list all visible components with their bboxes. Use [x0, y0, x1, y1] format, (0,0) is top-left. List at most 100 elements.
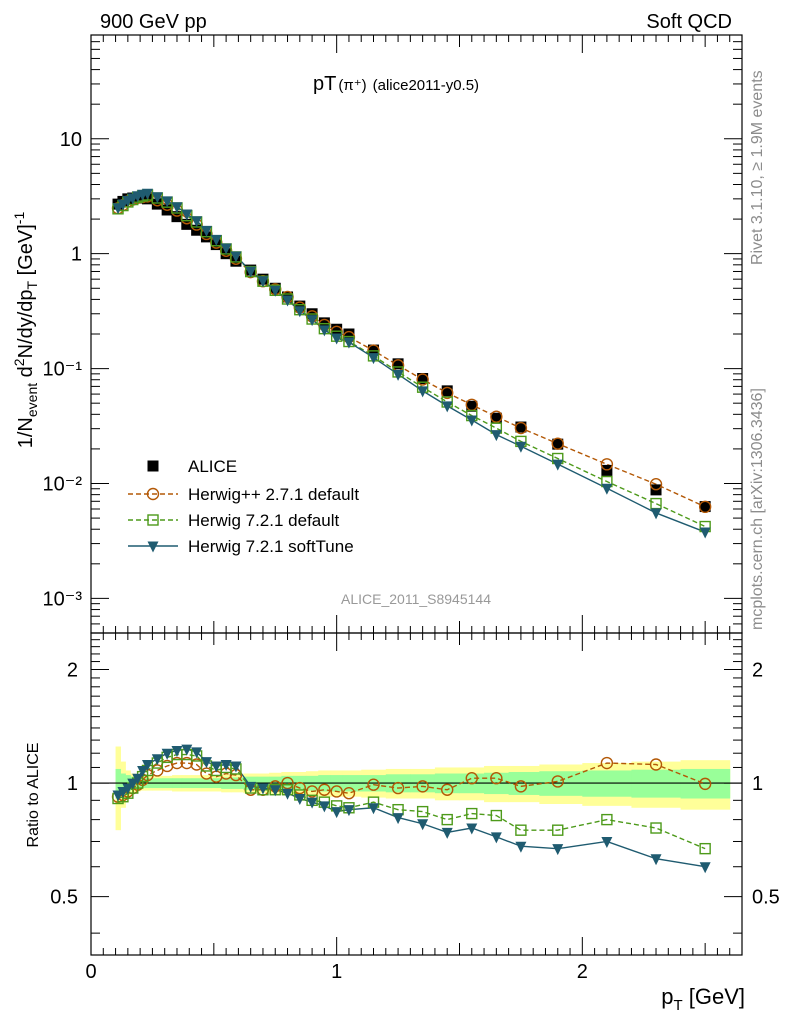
- herwig-721-softtune-point: [650, 508, 662, 520]
- herwig-721-softtune-point: [181, 209, 193, 221]
- ratio-plot-frame: [90, 632, 743, 956]
- herwigpp-271-default-ratio-point: [649, 758, 663, 771]
- alice-data-point: [552, 438, 564, 450]
- herwigpp-271-default-ratio-point: [305, 785, 319, 798]
- herwig-721-softtune-ratio-point: [318, 801, 330, 813]
- herwigpp-271-default-ratio-point: [490, 772, 503, 785]
- herwig-721-softtune-point: [210, 234, 222, 246]
- herwig-721-softtune-point: [142, 188, 154, 200]
- herwigpp-271-default-ratio-point: [551, 775, 564, 788]
- y-tick-label: 10⁻³: [43, 588, 83, 610]
- herwigpp-271-default-point: [441, 386, 454, 400]
- herwigpp-271-default-ratio-point: [367, 778, 380, 791]
- ratio-axis-label: Ratio to ALICE: [25, 743, 42, 848]
- herwigpp-271-default-ratio-point: [391, 781, 405, 795]
- analysis-label: ALICE_2011_S8945144: [341, 591, 491, 607]
- herwig-721-softtune-ratio-point: [368, 803, 380, 815]
- herwig-721-softtune-ratio-point: [151, 754, 163, 766]
- alice-data-point: [318, 317, 330, 329]
- herwig-721-softtune-ratio-point: [466, 823, 478, 835]
- alice-data-point: [151, 198, 163, 210]
- legend-marker: [147, 514, 159, 526]
- alice-data-point: [699, 501, 711, 513]
- herwig-721-softtune-ratio-point: [515, 841, 527, 853]
- herwig-721-softtune-ratio-point: [142, 760, 154, 772]
- alice-data-point: [331, 323, 343, 335]
- x-tick-label: 1: [331, 961, 342, 983]
- herwig-721-softtune-point: [269, 285, 281, 297]
- series-markers: [111, 188, 712, 874]
- herwig-721-softtune-point: [368, 353, 380, 365]
- ratio-tick-label-left: 1: [67, 773, 78, 795]
- herwig-721-softtune-point: [331, 333, 343, 345]
- herwigpp-271-default-ratio-point: [293, 781, 307, 795]
- x-axis-label: pT [GeV]: [661, 984, 745, 1014]
- herwig-721-default-ratio-point: [490, 809, 503, 822]
- alice-data-point: [441, 385, 453, 397]
- herwigpp-271-default-ratio-point: [441, 783, 454, 796]
- ratio-band-inner: [680, 768, 731, 799]
- herwig-721-softtune-ratio-point: [132, 773, 144, 785]
- herwig-721-softtune-ratio-point: [269, 785, 281, 797]
- ratio-tick-label-left: 0.5: [50, 887, 78, 909]
- legend-label: Herwig 7.2.1 default: [188, 511, 339, 530]
- herwig-721-default-ratio-point: [552, 824, 564, 836]
- herwig-721-softtune-ratio-point: [230, 761, 242, 773]
- herwig-721-softtune-ratio-point: [191, 747, 203, 759]
- plot-title-particle: (π⁺): [338, 77, 366, 94]
- herwigpp-271-default-point: [698, 500, 712, 514]
- herwig-721-default-line: [117, 194, 706, 528]
- herwig-721-softtune-point: [171, 202, 183, 214]
- y-tick-label: 10⁻²: [43, 474, 83, 496]
- legend-label: Herwig 7.2.1 softTune: [188, 537, 354, 556]
- x-tick-label: 0: [85, 961, 96, 983]
- herwig-721-softtune-ratio-point: [127, 778, 139, 790]
- legend-marker: [147, 460, 159, 472]
- alice-data-point: [466, 400, 478, 412]
- herwigpp-271-default-point: [649, 478, 663, 491]
- herwig-721-softtune-ratio-point: [490, 832, 502, 844]
- herwig-721-softtune-ratio-point: [417, 819, 429, 831]
- herwig-721-softtune-ratio-point: [392, 813, 404, 825]
- herwig-721-softtune-point: [245, 266, 257, 278]
- herwig-721-default-ratio-point: [466, 807, 478, 820]
- y-axis-label: 1/Nevent d2N/dy/dpT [GeV]-1: [11, 212, 40, 449]
- herwig-721-softtune-point: [699, 527, 711, 539]
- ratio-tick-label-right: 1: [752, 773, 763, 795]
- herwig-721-default-ratio-point: [601, 813, 613, 826]
- herwig-721-softtune-point: [220, 243, 232, 255]
- ratio-band-inner: [115, 768, 121, 799]
- herwig-721-softtune-line: [117, 192, 706, 533]
- herwig-721-softtune-point: [318, 325, 330, 337]
- herwig-721-softtune-ratio-point: [161, 748, 173, 760]
- herwig-721-softtune-point: [191, 216, 203, 228]
- y-tick-label: 10: [60, 129, 82, 151]
- plot-title-tag: (alice2011-y0.5): [373, 77, 479, 94]
- y-tick-label: 1: [71, 244, 82, 266]
- alice-data-point: [294, 300, 306, 312]
- herwig-721-softtune-point: [230, 251, 242, 263]
- herwig-721-softtune-ratio-point: [200, 757, 212, 769]
- alice-data-point: [392, 358, 404, 370]
- herwigpp-271-default-ratio-point: [281, 776, 294, 790]
- herwig-721-softtune-point: [151, 192, 163, 204]
- herwig-721-default-point: [650, 497, 662, 510]
- herwig-721-softtune-ratio-point: [245, 781, 257, 793]
- herwig-721-softtune-point: [441, 401, 453, 413]
- herwig-721-softtune-ratio-point: [122, 783, 134, 795]
- ratio-tick-label-right: 0.5: [752, 887, 780, 909]
- ratio-tick-label-right: 2: [752, 660, 763, 682]
- herwig-721-softtune-ratio-point: [699, 862, 711, 874]
- herwig-721-default-ratio-point: [515, 824, 527, 836]
- herwig-721-softtune-point: [282, 295, 294, 307]
- ratio-tick-label-left: 2: [67, 660, 78, 682]
- herwig-721-softtune-point: [466, 415, 478, 427]
- herwig-721-default-ratio-point: [441, 813, 453, 826]
- herwig-721-softtune-point: [257, 276, 269, 288]
- herwig-721-softtune-ratio-point: [220, 760, 232, 772]
- legend-label: Herwig++ 2.7.1 default: [188, 485, 359, 504]
- herwigpp-271-default-ratio-point: [330, 785, 343, 798]
- herwig-721-softtune-ratio-point: [181, 744, 193, 756]
- herwig-721-softtune-ratio-point: [282, 788, 294, 800]
